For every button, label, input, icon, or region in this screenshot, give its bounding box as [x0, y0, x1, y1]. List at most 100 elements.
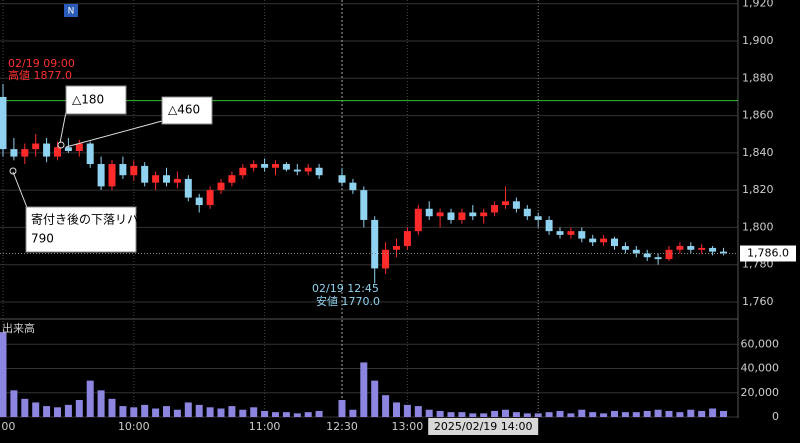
x-tick-label: 10:00	[118, 420, 150, 433]
volume-bar	[545, 412, 553, 417]
volume-bar	[523, 413, 531, 417]
volume-bar	[108, 398, 116, 417]
volume-bar	[414, 406, 422, 417]
volume-bar	[86, 380, 94, 417]
candle-body	[195, 197, 203, 206]
candle-body	[239, 167, 247, 176]
volume-tick-label: 20,000	[741, 386, 780, 399]
volume-bar	[447, 412, 455, 417]
volume-bar	[687, 409, 695, 417]
low-text: 安値 1770.0	[316, 294, 380, 308]
y-tick-label: 1,900	[742, 34, 774, 47]
candle-body	[512, 201, 520, 209]
candle-body	[184, 178, 192, 198]
volume-bar	[458, 412, 466, 417]
volume-bar	[469, 413, 477, 417]
volume-bar	[250, 407, 258, 417]
candle-body	[469, 212, 477, 217]
candle-body	[393, 246, 400, 250]
candle-body	[567, 231, 575, 235]
x-tick-label: 13:00	[392, 420, 424, 433]
candle-body	[21, 149, 29, 157]
candle-body	[293, 169, 301, 172]
candle-body	[709, 247, 717, 252]
volume-bar	[436, 410, 444, 417]
volume-bar	[141, 404, 149, 417]
candle-body	[480, 212, 488, 217]
candle-body	[458, 212, 466, 220]
volume-tick-label: 0	[772, 410, 779, 423]
callout-text: 790	[31, 232, 54, 246]
badge: N	[68, 7, 75, 17]
volume-bar	[643, 410, 651, 417]
candle-body	[173, 178, 181, 183]
callout-point	[57, 141, 65, 149]
volume-bar	[676, 412, 684, 417]
volume-bar	[534, 413, 542, 417]
volume-bar	[512, 412, 520, 417]
candle-body	[43, 143, 51, 157]
x-tick-label: 9:00	[0, 420, 15, 433]
volume-bar	[239, 409, 247, 417]
volume-bar	[502, 409, 509, 417]
volume-bar	[184, 402, 192, 417]
callout-box	[25, 206, 137, 253]
volume-bar	[163, 406, 170, 417]
candle-body	[86, 143, 94, 165]
candle-body	[272, 164, 279, 168]
callout-text: △180	[72, 93, 104, 107]
y-tick-label: 1,820	[742, 183, 774, 196]
volume-bar	[698, 410, 706, 417]
candle-body	[75, 143, 83, 151]
candle-body	[698, 247, 706, 250]
callout-line	[65, 120, 163, 148]
y-tick-label: 1,840	[742, 146, 774, 159]
candle-body	[600, 238, 608, 243]
last-price-box	[740, 245, 796, 262]
volume-bar	[393, 402, 400, 417]
volume-bar	[425, 409, 433, 417]
candle-body	[654, 257, 662, 260]
volume-bar	[293, 413, 301, 417]
volume-bar	[261, 410, 269, 417]
marks	[0, 0, 738, 417]
candle-body	[130, 165, 138, 176]
volume-bar	[349, 409, 357, 417]
low-time: 02/19 12:45	[312, 282, 379, 295]
candle-body	[436, 212, 444, 217]
callout-box	[65, 85, 127, 115]
volume-bar	[304, 412, 312, 417]
volume-bar	[709, 408, 717, 417]
y-tick-label: 1,760	[742, 295, 774, 308]
candle-body	[108, 164, 116, 187]
volume-bar	[97, 390, 105, 417]
callout-point	[9, 167, 17, 175]
callout-box	[161, 96, 213, 125]
volume-bar	[217, 408, 225, 417]
candle-body	[163, 175, 170, 183]
last-price-label: 1,786.0	[747, 247, 789, 260]
candle-body	[97, 164, 105, 187]
volume-tick-label: 40,000	[741, 362, 780, 375]
candle-body	[282, 164, 290, 170]
candle-body	[611, 238, 618, 247]
volume-bar	[338, 400, 346, 417]
high-time: 02/19 09:00	[8, 57, 75, 70]
candle-body	[447, 212, 455, 220]
candle-body	[502, 201, 509, 206]
callout-line	[12, 171, 29, 211]
candle-body	[250, 164, 258, 168]
volume-bar	[621, 412, 629, 417]
candle-body	[54, 147, 61, 157]
candle-body	[665, 249, 673, 260]
volume-bar	[360, 362, 368, 417]
volume-label: 出来高	[2, 321, 35, 335]
volume-bar	[10, 390, 18, 417]
candle-body	[425, 208, 433, 217]
candle-body	[10, 149, 18, 157]
candle-body	[152, 175, 160, 183]
volume-bar	[21, 398, 29, 417]
volume-bar	[556, 410, 564, 417]
callout-text: 寄付き後の下落リバ△	[31, 212, 149, 227]
